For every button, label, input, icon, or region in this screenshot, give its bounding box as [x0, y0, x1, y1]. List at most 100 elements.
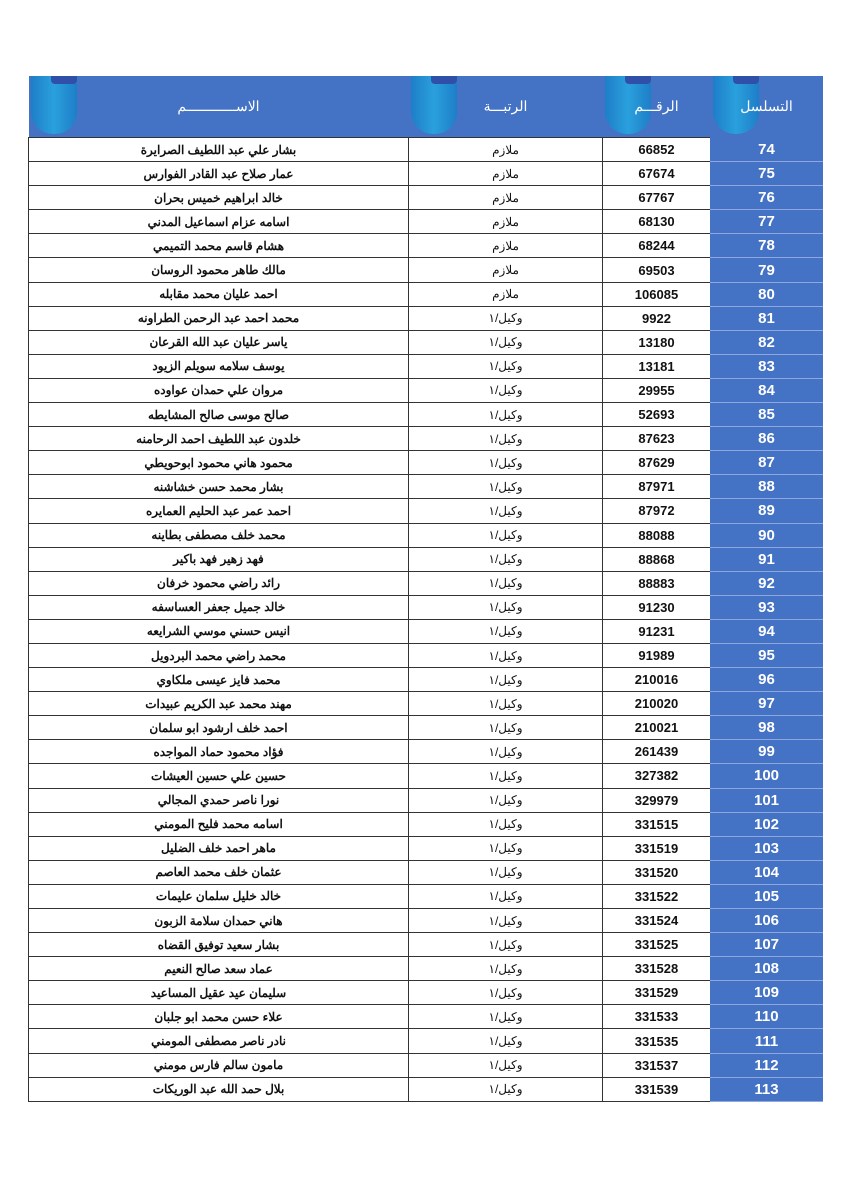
- table-row: 82 13180 وكيل/١ ياسر عليان عبد الله القرعان: [28, 329, 823, 355]
- seq-cell: 113: [710, 1076, 823, 1102]
- number-cell: 87971: [602, 474, 711, 500]
- seq-cell: 104: [710, 859, 823, 885]
- rank-cell: ملازم: [408, 233, 603, 259]
- table-row: 102 331515 وكيل/١ اسامه محمد فليح المومني: [28, 811, 823, 837]
- table-row: 107 331525 وكيل/١ بشار سعيد توفيق القضاه: [28, 932, 823, 958]
- seq-cell: 78: [710, 233, 823, 259]
- name-cell: بشار سعيد توفيق القضاه: [28, 932, 409, 958]
- seq-cell: 95: [710, 642, 823, 669]
- table-row: 75 67674 ملازم عمار صلاح عبد القادر الفوارس: [28, 161, 823, 187]
- number-cell: 331515: [602, 811, 711, 837]
- table-row: 99 261439 وكيل/١ فؤاد محمود حماد المواجده: [28, 739, 823, 765]
- seq-cell: 75: [710, 161, 823, 187]
- name-cell: نادر ناصر مصطفى المومني: [28, 1028, 409, 1054]
- rank-cell: وكيل/١: [408, 835, 603, 861]
- rank-cell: وكيل/١: [408, 739, 603, 765]
- rank-cell: ملازم: [408, 257, 603, 283]
- name-cell: احمد عليان محمد مقابله: [28, 281, 409, 307]
- rank-cell: وكيل/١: [408, 691, 603, 717]
- rank-cell: ملازم: [408, 185, 603, 211]
- seq-cell: 108: [710, 956, 823, 982]
- number-cell: 87629: [602, 450, 711, 476]
- table-row: 90 88088 وكيل/١ محمد خلف مصطفى بطاينه: [28, 522, 823, 548]
- number-cell: 210020: [602, 691, 711, 717]
- number-cell: 331539: [602, 1076, 711, 1102]
- table-row: 83 13181 وكيل/١ يوسف سلامه سويلم الزيود: [28, 353, 823, 379]
- personnel-table: التسلسل الرقـــم الرتبـــة الاســـــــــ…: [28, 76, 823, 1102]
- name-cell: فؤاد محمود حماد المواجده: [28, 739, 409, 765]
- rank-cell: وكيل/١: [408, 546, 603, 572]
- rank-cell: وكيل/١: [408, 980, 603, 1006]
- name-cell: محمود هاني محمود ابوحويطي: [28, 450, 409, 476]
- rank-cell: وكيل/١: [408, 859, 603, 885]
- name-cell: ياسر عليان عبد الله القرعان: [28, 329, 409, 355]
- table-row: 108 331528 وكيل/١ عماد سعد صالح النعيم: [28, 956, 823, 982]
- name-cell: محمد فايز عيسى ملكاوي: [28, 667, 409, 693]
- number-cell: 68130: [602, 209, 711, 235]
- seq-cell: 93: [710, 594, 823, 620]
- number-cell: 210016: [602, 667, 711, 693]
- table-row: 94 91231 وكيل/١ انيس حسني موسي الشرايعه: [28, 618, 823, 644]
- rank-cell: وكيل/١: [408, 787, 603, 813]
- seq-cell: 107: [710, 932, 823, 958]
- header-rank: الرتبـــة: [408, 76, 603, 138]
- seq-cell: 97: [710, 691, 823, 717]
- seq-cell: 83: [710, 353, 823, 379]
- number-cell: 91989: [602, 642, 711, 669]
- header-decoration: [410, 76, 457, 134]
- name-cell: رائد راضي محمود خرفان: [28, 570, 409, 596]
- rank-cell: وكيل/١: [408, 1052, 603, 1078]
- rank-cell: وكيل/١: [408, 522, 603, 548]
- name-cell: نورا ناصر حمدي المجالي: [28, 787, 409, 813]
- rank-cell: وكيل/١: [408, 1028, 603, 1054]
- table-row: 84 29955 وكيل/١ مروان علي حمدان عواوده: [28, 377, 823, 404]
- name-cell: مامون سالم فارس مومني: [28, 1052, 409, 1078]
- number-cell: 331529: [602, 980, 711, 1006]
- seq-cell: 82: [710, 329, 823, 355]
- seq-cell: 99: [710, 739, 823, 765]
- seq-cell: 92: [710, 570, 823, 596]
- rank-cell: وكيل/١: [408, 498, 603, 524]
- seq-cell: 86: [710, 426, 823, 452]
- table-row: 101 329979 وكيل/١ نورا ناصر حمدي المجالي: [28, 787, 823, 813]
- number-cell: 88868: [602, 546, 711, 572]
- table-row: 104 331520 وكيل/١ عثمان خلف محمد العاصم: [28, 859, 823, 885]
- name-cell: يوسف سلامه سويلم الزيود: [28, 353, 409, 379]
- number-cell: 9922: [602, 305, 711, 331]
- rank-cell: وكيل/١: [408, 594, 603, 620]
- rank-cell: ملازم: [408, 209, 603, 235]
- name-cell: عمار صلاح عبد القادر الفوارس: [28, 161, 409, 187]
- seq-cell: 81: [710, 305, 823, 331]
- seq-cell: 91: [710, 546, 823, 572]
- seq-cell: 77: [710, 209, 823, 235]
- table-row: 111 331535 وكيل/١ نادر ناصر مصطفى المومني: [28, 1028, 823, 1054]
- seq-cell: 80: [710, 281, 823, 307]
- seq-cell: 109: [710, 980, 823, 1006]
- table-row: 109 331529 وكيل/١ سليمان عيد عقيل المساعيد: [28, 980, 823, 1006]
- table-row: 76 67767 ملازم خالد ابراهيم خميس بحران: [28, 185, 823, 211]
- rank-cell: وكيل/١: [408, 402, 603, 428]
- name-cell: مهند محمد عبد الكريم عبيدات: [28, 691, 409, 717]
- number-cell: 66852: [602, 136, 711, 163]
- seq-cell: 106: [710, 907, 823, 934]
- seq-cell: 74: [710, 136, 823, 163]
- name-cell: خالد جميل جعفر العساسفه: [28, 594, 409, 620]
- number-cell: 87972: [602, 498, 711, 524]
- table-row: 85 52693 وكيل/١ صالح موسى صالح المشايطه: [28, 402, 823, 428]
- table-row: 87 87629 وكيل/١ محمود هاني محمود ابوحويطي: [28, 450, 823, 476]
- name-cell: خلدون عبد اللطيف احمد الرحامنه: [28, 426, 409, 452]
- rank-cell: وكيل/١: [408, 642, 603, 669]
- name-cell: عماد سعد صالح النعيم: [28, 956, 409, 982]
- seq-cell: 94: [710, 618, 823, 644]
- name-cell: صالح موسى صالح المشايطه: [28, 402, 409, 428]
- name-cell: محمد احمد عبد الرحمن الطراونه: [28, 305, 409, 331]
- rank-cell: وكيل/١: [408, 450, 603, 476]
- table-row: 100 327382 وكيل/١ حسين علي حسين العيشات: [28, 763, 823, 789]
- number-cell: 331525: [602, 932, 711, 958]
- table-row: 93 91230 وكيل/١ خالد جميل جعفر العساسفه: [28, 594, 823, 620]
- seq-cell: 112: [710, 1052, 823, 1078]
- rank-cell: وكيل/١: [408, 883, 603, 910]
- name-cell: مروان علي حمدان عواوده: [28, 377, 409, 404]
- seq-cell: 88: [710, 474, 823, 500]
- table-header-row: التسلسل الرقـــم الرتبـــة الاســـــــــ…: [28, 76, 823, 138]
